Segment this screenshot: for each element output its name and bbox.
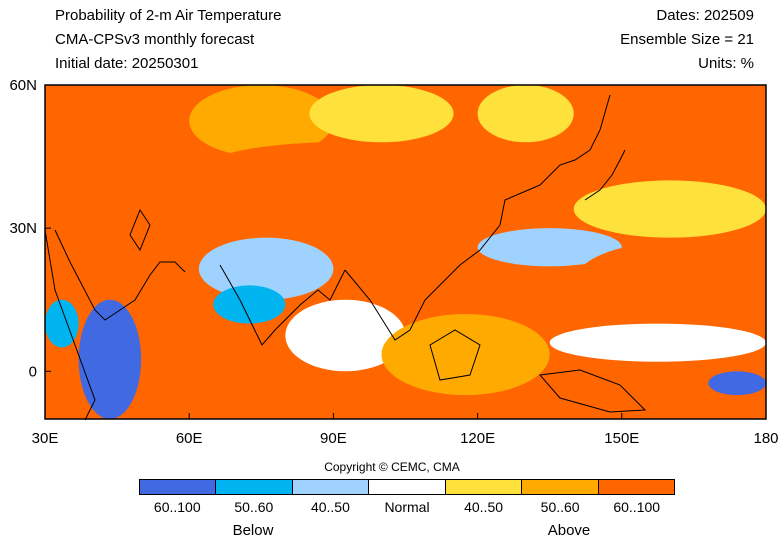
legend-label: 50..60 [234, 499, 274, 515]
probability-map: 30E 60E 90E 120E 150E 180 60N 30N 0 [9, 77, 778, 447]
lon-tick-label: 60E [176, 430, 203, 447]
region-below_40_50 [477, 228, 622, 267]
region-below_50_60 [45, 299, 79, 348]
coastline-east-asia [539, 94, 611, 186]
axis-ticks: 30E 60E 90E 120E 150E 180 60N 30N 0 [9, 77, 778, 447]
title-line-2: CMA-CPSv3 monthly forecast [55, 31, 255, 48]
region-below_60_100 [708, 371, 766, 396]
coastline-arabia [54, 229, 186, 321]
dates-label: Dates: 202509 [656, 7, 754, 24]
lon-tick-label: 150E [604, 430, 639, 447]
region-above_60_100 [45, 84, 190, 181]
legend-swatch [598, 480, 674, 494]
lon-tick-label: 30E [32, 430, 59, 447]
legend-swatch [140, 480, 217, 494]
region-above_60_100 [189, 142, 478, 214]
lon-tick-label: 120E [460, 430, 495, 447]
title-line-1: Probability of 2-m Air Temperature [55, 7, 282, 24]
legend-swatch [445, 480, 523, 494]
region-above_60_100 [45, 204, 166, 286]
region-below_40_50 [198, 237, 334, 300]
region-above_40_50 [309, 85, 454, 143]
title-line-3: Initial date: 20250301 [55, 55, 199, 72]
legend-label: 60..100 [153, 499, 201, 515]
copyright-text: Copyright © CEMC, CMA [324, 460, 460, 474]
legend-colorbar [139, 479, 675, 495]
region-above_50_60 [381, 314, 550, 396]
lat-tick-label: 30N [9, 220, 37, 237]
coastline-caspian [129, 208, 151, 252]
lat-tick-label: 0 [29, 363, 37, 380]
lon-tick-label: 180 [753, 430, 778, 447]
region-above_40_50 [573, 180, 766, 238]
units-label: Units: % [698, 55, 754, 72]
legend-swatch [522, 480, 599, 494]
coastline-indochina [344, 184, 541, 341]
coastline-japan [584, 149, 626, 201]
legend-above-label: Above [547, 522, 591, 539]
legend-swatch [216, 480, 293, 494]
coastline-newguinea [539, 369, 647, 413]
legend-label: 50..60 [540, 499, 580, 515]
region-above_60_100 [429, 156, 574, 219]
coastline-africa [44, 229, 96, 421]
coastline [44, 94, 647, 421]
region-below_60_100 [78, 299, 142, 419]
region-above_50_60 [189, 85, 334, 157]
region-normal [285, 299, 406, 372]
legend-swatch [292, 480, 370, 494]
legend-swatch [369, 480, 446, 494]
region-above_60_100 [573, 85, 766, 157]
lat-tick-label: 60N [9, 77, 37, 94]
coastline-india [219, 264, 346, 346]
legend-label: Normal [384, 499, 430, 515]
region-below_50_60 [213, 285, 286, 324]
region-normal [549, 323, 766, 362]
map-regions [45, 84, 766, 419]
legend-label: 60..100 [613, 499, 661, 515]
legend-label: 40..50 [310, 499, 350, 515]
map-frame [44, 84, 767, 420]
region-above_40_50 [477, 85, 574, 143]
coastline-borneo [429, 329, 481, 381]
ensemble-size-label: Ensemble Size = 21 [620, 31, 754, 48]
region-above_60_100 [573, 242, 766, 324]
lon-tick-label: 90E [320, 430, 347, 447]
legend-below-label: Below [232, 522, 274, 539]
legend-label: 40..50 [464, 499, 504, 515]
